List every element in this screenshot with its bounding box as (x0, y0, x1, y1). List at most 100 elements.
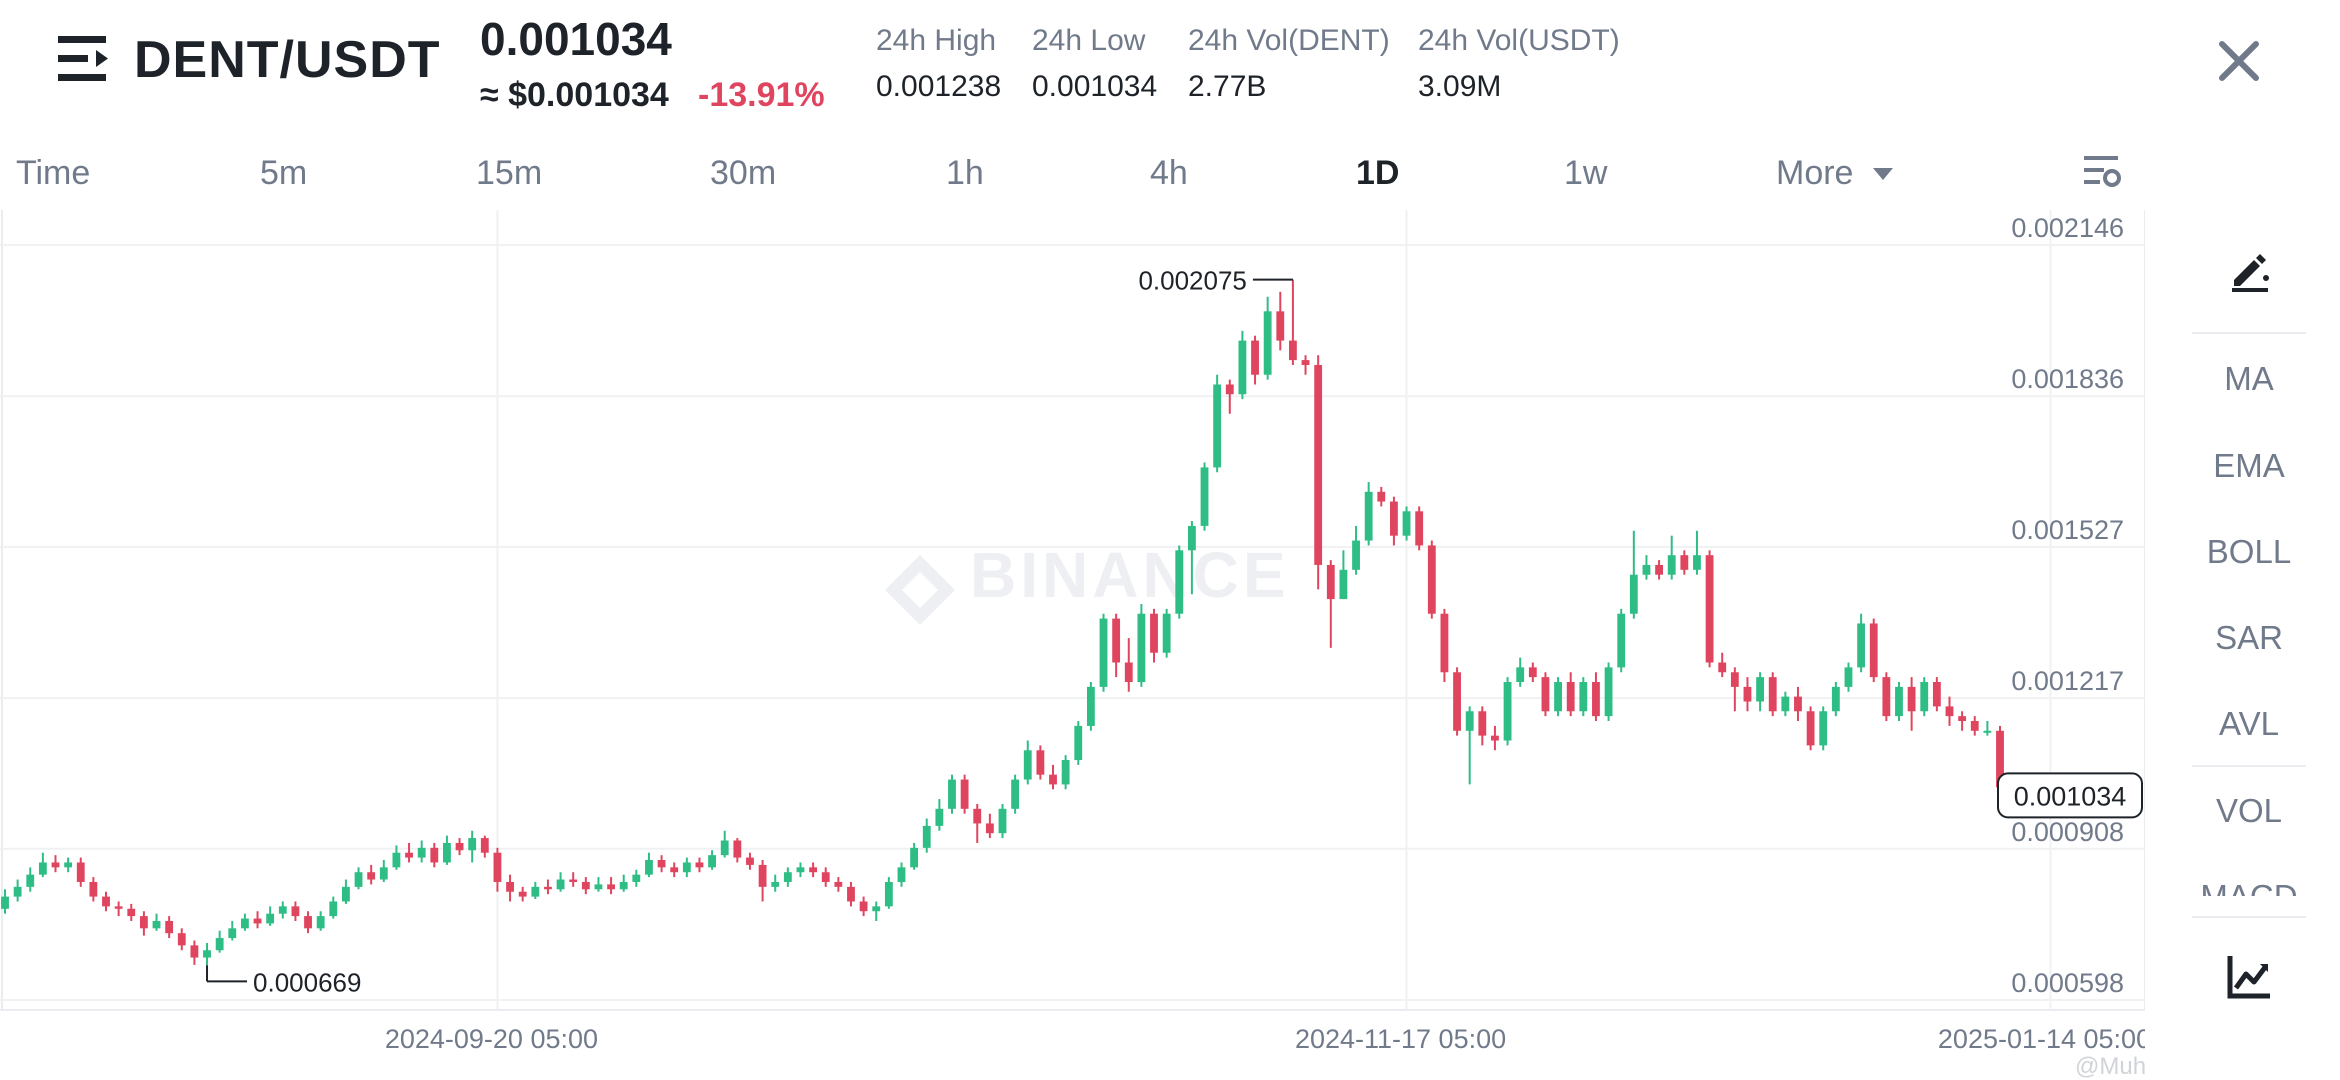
toolbar-divider (2192, 765, 2306, 767)
binance-watermark: BINANCE (970, 539, 1290, 611)
candle-body (1932, 682, 1941, 707)
menu-icon[interactable] (58, 34, 110, 84)
tab-more[interactable]: More (1776, 154, 1893, 193)
candle-body (973, 808, 982, 824)
candle-body (26, 874, 35, 887)
indicator-vol[interactable]: VOL (2215, 792, 2283, 829)
tab-4h[interactable]: 4h (1150, 154, 1188, 192)
indicator-sar[interactable]: SAR (2215, 619, 2283, 656)
candle-body (1339, 569, 1348, 600)
indicator-macd[interactable]: MACD (2192, 878, 2306, 896)
draw-pencil-icon[interactable] (2228, 248, 2272, 292)
candle-body (998, 808, 1007, 834)
candle-body (821, 872, 830, 882)
low-price-label: 0.000669 (253, 967, 361, 997)
tab-1w[interactable]: 1w (1564, 154, 1608, 192)
chart-type-icon[interactable] (2226, 954, 2272, 1000)
candle-body (1074, 725, 1083, 761)
candle-body (139, 916, 148, 929)
price-change: -13.91% (698, 76, 825, 114)
candle-body (304, 916, 312, 929)
candle-body (1086, 686, 1095, 726)
indicator-avl[interactable]: AVL (2219, 705, 2279, 742)
candlestick-chart[interactable]: BINANCE 0.002146 0.001836 0.001527 0.001217… (0, 210, 2145, 1080)
candle-body (1, 896, 9, 909)
candle-body (1730, 672, 1739, 687)
candle-body (1288, 340, 1297, 361)
candle-body (1667, 555, 1676, 575)
candle-body (922, 825, 931, 848)
indicator-ema[interactable]: EMA (2213, 447, 2285, 484)
candle-body (1491, 735, 1499, 741)
candle-body (480, 838, 489, 853)
candle-body (89, 881, 98, 897)
candle-body (960, 779, 969, 809)
candle-body (518, 891, 527, 897)
stat-label: 24h Vol(DENT) (1188, 24, 1390, 57)
chart-settings-icon[interactable] (2082, 152, 2122, 192)
candle-body (859, 901, 868, 912)
candle-body (114, 906, 123, 909)
candle-body (203, 950, 211, 958)
candle-body (1150, 613, 1158, 653)
tab-30m[interactable]: 30m (710, 154, 777, 192)
stat-24h-high: 24h High 0.001238 (876, 24, 1001, 104)
candle-body (1895, 686, 1903, 717)
stat-label: 24h Low (1032, 24, 1146, 57)
candle-body (430, 847, 439, 863)
stat-value: 0.001238 (876, 70, 1002, 103)
candle-body (935, 808, 944, 826)
tab-1d[interactable]: 1D (1356, 154, 1400, 192)
candle-body (834, 881, 843, 887)
candle-body (76, 862, 85, 882)
indicator-boll[interactable]: BOLL (2206, 533, 2292, 570)
candle-body (177, 933, 186, 946)
tab-time[interactable]: Time (16, 154, 91, 192)
y-tick-label: 0.001836 (2011, 364, 2124, 394)
candle-body (1983, 730, 1992, 733)
candle-body (253, 918, 262, 924)
candle-body (1541, 677, 1550, 712)
candle-body (544, 886, 552, 890)
tab-15m[interactable]: 15m (476, 154, 543, 192)
tab-1h[interactable]: 1h (946, 154, 984, 192)
candle-body (1819, 711, 1828, 746)
candle-body (1200, 467, 1209, 526)
last-price-box (1997, 772, 2143, 819)
candle-body (455, 842, 464, 851)
candle-body (1251, 340, 1259, 375)
candle-body (1352, 540, 1360, 570)
tab-5m[interactable]: 5m (260, 154, 308, 192)
candle-body (13, 886, 22, 897)
candle-body (897, 867, 906, 882)
header: DENT/USDT 0.001034 ≈ $0.001034 -13.91% 2… (0, 0, 2340, 140)
caret-down-icon (1872, 168, 1893, 181)
trading-pair[interactable]: DENT/USDT (134, 31, 441, 89)
candle-body (1629, 574, 1638, 614)
candle-body (657, 860, 666, 868)
candle-body (38, 862, 47, 875)
candle-body (581, 881, 590, 890)
indicator-ma[interactable]: MA (2224, 360, 2274, 397)
candle-body (51, 862, 60, 868)
y-tick-label: 0.001527 (2011, 515, 2124, 545)
candle-body (1566, 682, 1575, 712)
candle-body (733, 840, 742, 858)
candle-body (1756, 677, 1765, 702)
candle-body (468, 838, 477, 851)
candle-body (1857, 623, 1866, 668)
y-tick-label: 0.000598 (2011, 968, 2124, 998)
candle-body (1907, 686, 1916, 712)
candle-body (1301, 360, 1310, 365)
candle-body (1162, 613, 1171, 653)
candle-body (329, 901, 338, 917)
candle-body (1743, 686, 1752, 702)
candle-body (506, 881, 514, 892)
candle-body (1831, 686, 1840, 712)
candle-body (1377, 491, 1386, 502)
candle-body (1326, 564, 1335, 600)
close-icon[interactable] (2214, 36, 2264, 86)
y-axis: 0.002146 0.001836 0.001527 0.001217 0.000908… (2011, 213, 2124, 998)
candle-body (783, 872, 792, 882)
candle-body (1945, 706, 1954, 717)
